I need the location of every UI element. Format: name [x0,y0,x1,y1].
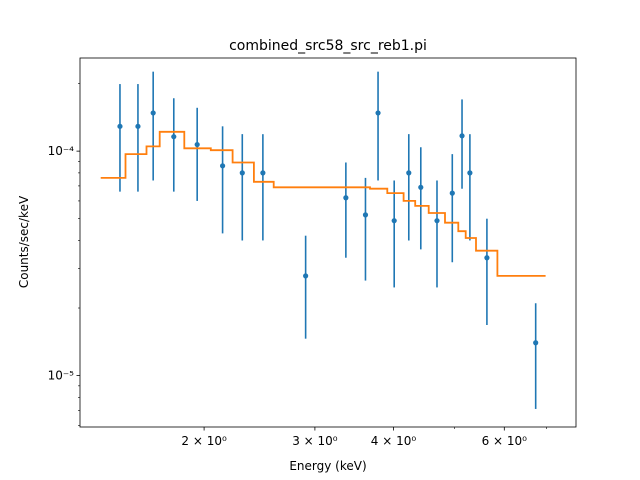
x-axis-label: Energy (keV) [289,459,366,473]
x-tick-label: 4 × 10⁰ [371,434,417,448]
data-point [434,218,440,224]
data-point [194,141,200,148]
data-point [391,218,397,224]
axes: 2 × 10⁰ 3 × 10⁰ 4 × 10⁰ 6 × 10⁰ 10⁻⁵ 10⁻⁴ [48,83,547,448]
data-point [239,170,245,176]
data-point [362,212,369,218]
x-tick-label: 2 × 10⁰ [181,434,227,448]
y-tick-label: 10⁻⁴ [48,144,75,158]
data-point [117,123,123,129]
data-point [467,170,473,176]
axes-frame [79,57,577,428]
data-point [303,273,309,279]
data-point [260,170,266,176]
data-point [484,255,490,261]
data-point [343,195,349,201]
data-point [406,170,412,176]
y-axis-label: Counts/sec/keV [17,195,31,288]
model-step-line [100,130,546,277]
data-point [449,190,455,196]
data-point [533,340,539,346]
chart-title: combined_src58_src_reb1.pi [229,38,427,54]
data-point [418,184,424,190]
data-point [135,123,141,129]
x-tick-label: 3 × 10⁰ [292,434,338,448]
data-point [150,110,156,116]
data-point [459,133,465,139]
x-tick-label: 6 × 10⁰ [482,434,528,448]
data-point [219,163,226,169]
plot-area [100,71,546,409]
data-point [171,134,177,140]
data-point [375,110,381,116]
y-tick-label: 10⁻⁵ [48,369,75,383]
